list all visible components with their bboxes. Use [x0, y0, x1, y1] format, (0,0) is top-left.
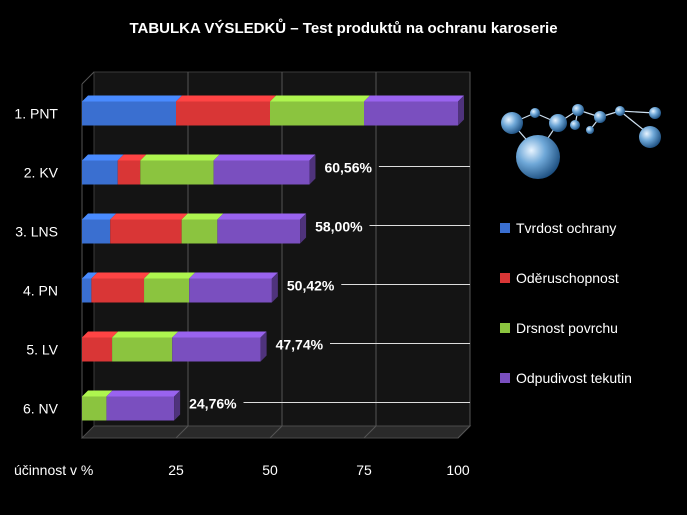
gridline-floor	[363, 425, 377, 439]
bar-segment	[176, 101, 270, 126]
bar-top-face	[82, 390, 113, 397]
bar-segment	[144, 278, 190, 303]
bar-segment	[181, 219, 218, 244]
bar-segment	[189, 278, 272, 303]
bar-top-face	[110, 213, 188, 220]
legend-item-tvrdost: Tvrdost ochrany	[500, 218, 616, 238]
x-tick-label: 100	[446, 462, 470, 478]
bar-top-face	[82, 272, 98, 279]
bar-end-face	[260, 331, 267, 362]
gridline-floor	[457, 425, 471, 439]
bar-segment	[110, 219, 182, 244]
bar-top-face	[91, 272, 151, 279]
bar-top-face	[117, 154, 147, 161]
value-label: 58,00%	[315, 219, 363, 235]
bar-segment	[112, 337, 173, 362]
bar-top-face	[213, 154, 316, 161]
bar-top-face	[82, 95, 182, 102]
gridline-floor	[269, 425, 283, 439]
bar-segment	[217, 219, 301, 244]
bar-end-face	[458, 95, 464, 126]
value-label: 47,74%	[276, 337, 324, 353]
bar-top-face	[144, 272, 196, 279]
y-tick-label: 4. PN	[23, 283, 58, 299]
value-label: 60,56%	[324, 160, 372, 176]
legend-label: Tvrdost ochrany	[516, 220, 617, 236]
bar-top-face	[82, 331, 119, 338]
bar-segment	[270, 101, 364, 126]
legend-label: Oděruschopnost	[516, 270, 619, 286]
legend-swatch-blue	[500, 223, 510, 233]
bar-top-face	[112, 331, 179, 338]
molecule-graphic	[490, 95, 680, 190]
legend-swatch-red	[500, 273, 510, 283]
bar-top-face	[140, 154, 220, 161]
x-tick-label: 50	[262, 462, 278, 478]
y-tick-label: 3. LNS	[15, 224, 58, 240]
y-tick-label: 2. KV	[24, 165, 59, 181]
bar-segment	[172, 337, 261, 362]
bar-top-face	[217, 213, 307, 220]
bar-top-face	[176, 95, 276, 102]
bar-top-face	[82, 213, 117, 220]
bar-segment	[140, 160, 214, 185]
bar-top-face	[270, 95, 370, 102]
bar-segment	[91, 278, 145, 303]
gridline-floor	[175, 425, 189, 439]
bar-top-face	[364, 95, 464, 102]
bar-top-face	[172, 331, 267, 338]
bar-segment	[82, 160, 118, 185]
y-tick-label: 5. LV	[26, 342, 58, 358]
legend-item-drsnost: Drsnost povrchu	[500, 318, 618, 338]
x-tick-label: 75	[356, 462, 372, 478]
bar-segment	[82, 278, 92, 303]
bar-end-face	[309, 154, 316, 185]
x-tick-label: 25	[168, 462, 184, 478]
legend-label: Odpudivost tekutin	[516, 370, 632, 386]
bar-top-face	[181, 213, 224, 220]
x-axis-label: účinnost v %	[14, 462, 93, 478]
bar-segment	[82, 101, 176, 126]
legend-item-oderuschopnost: Oděruschopnost	[500, 268, 619, 288]
chart-title: TABULKA VÝSLEDKŮ – Test produktů na ochr…	[129, 20, 558, 37]
bar-segment	[106, 396, 175, 421]
bar-segment	[364, 101, 458, 126]
legend-item-odpudivost: Odpudivost tekutin	[500, 368, 632, 388]
legend-swatch-green	[500, 323, 510, 333]
value-label: 50,42%	[287, 278, 335, 294]
bar-end-face	[271, 272, 278, 303]
bar-end-face	[174, 390, 181, 421]
bar-top-face	[82, 154, 124, 161]
y-axis-depth-line	[81, 71, 95, 85]
bar-segment	[82, 337, 113, 362]
bar-top-face	[106, 390, 181, 397]
bar-segment	[213, 160, 310, 185]
value-label: 24,76%	[189, 396, 237, 412]
legend-swatch-purple	[500, 373, 510, 383]
bar-end-face	[300, 213, 307, 244]
bar-segment	[82, 396, 107, 421]
bar-segment	[82, 219, 111, 244]
legend-label: Drsnost povrchu	[516, 320, 618, 336]
bar-top-face	[189, 272, 278, 279]
y-tick-label: 1. PNT	[14, 106, 58, 122]
y-tick-label: 6. NV	[23, 401, 59, 417]
bar-segment	[117, 160, 141, 185]
